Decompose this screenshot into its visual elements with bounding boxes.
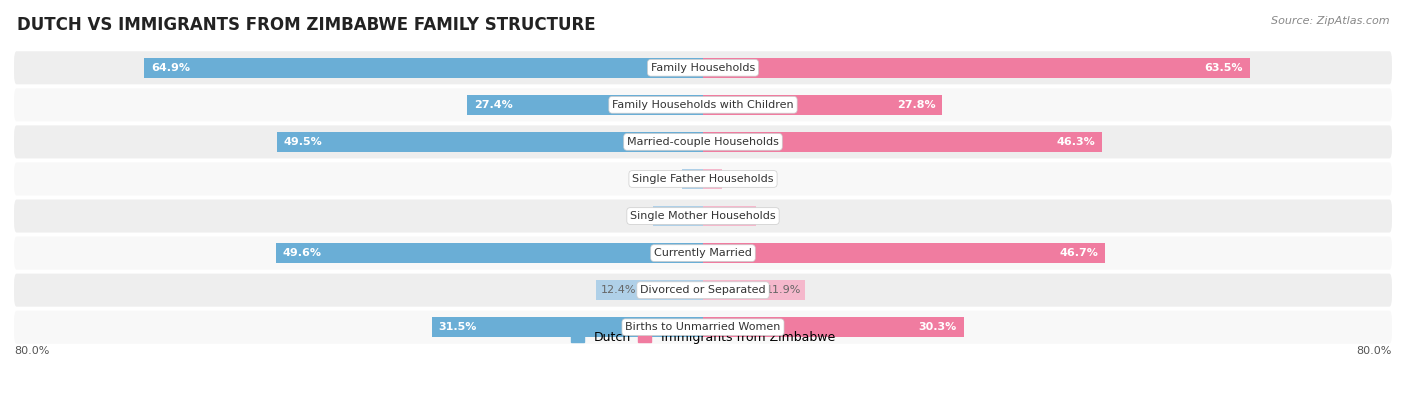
FancyBboxPatch shape xyxy=(14,199,1392,233)
Legend: Dutch, Immigrants from Zimbabwe: Dutch, Immigrants from Zimbabwe xyxy=(571,331,835,344)
FancyBboxPatch shape xyxy=(14,237,1392,270)
Bar xyxy=(596,280,703,301)
Text: 49.6%: 49.6% xyxy=(283,248,322,258)
Text: Currently Married: Currently Married xyxy=(654,248,752,258)
Text: 12.4%: 12.4% xyxy=(600,285,636,295)
Text: 80.0%: 80.0% xyxy=(1357,346,1392,356)
Text: 46.7%: 46.7% xyxy=(1059,248,1098,258)
FancyBboxPatch shape xyxy=(14,274,1392,307)
Text: 6.2%: 6.2% xyxy=(724,211,752,221)
Bar xyxy=(277,132,703,152)
Bar xyxy=(703,94,942,115)
Bar xyxy=(652,206,703,226)
Text: 31.5%: 31.5% xyxy=(439,322,477,332)
Text: 27.8%: 27.8% xyxy=(897,100,935,110)
Bar xyxy=(467,94,703,115)
Text: Single Father Households: Single Father Households xyxy=(633,174,773,184)
FancyBboxPatch shape xyxy=(14,162,1392,196)
Text: 30.3%: 30.3% xyxy=(918,322,957,332)
Text: 5.8%: 5.8% xyxy=(658,211,686,221)
Text: Family Households: Family Households xyxy=(651,63,755,73)
FancyBboxPatch shape xyxy=(14,51,1392,84)
FancyBboxPatch shape xyxy=(14,125,1392,158)
Bar xyxy=(703,169,721,189)
FancyBboxPatch shape xyxy=(14,311,1392,344)
Text: Married-couple Households: Married-couple Households xyxy=(627,137,779,147)
Bar xyxy=(703,58,1250,78)
Bar xyxy=(432,317,703,337)
Text: 46.3%: 46.3% xyxy=(1056,137,1095,147)
Text: 2.2%: 2.2% xyxy=(689,174,717,184)
Bar xyxy=(703,280,806,301)
Bar xyxy=(703,317,965,337)
Text: Births to Unmarried Women: Births to Unmarried Women xyxy=(626,322,780,332)
Bar xyxy=(703,206,756,226)
Bar xyxy=(703,243,1105,263)
Bar xyxy=(682,169,703,189)
Text: 63.5%: 63.5% xyxy=(1205,63,1243,73)
Text: 49.5%: 49.5% xyxy=(284,137,322,147)
Text: 64.9%: 64.9% xyxy=(150,63,190,73)
Text: 27.4%: 27.4% xyxy=(474,100,513,110)
Text: 11.9%: 11.9% xyxy=(766,285,801,295)
Bar xyxy=(276,243,703,263)
Bar xyxy=(703,132,1102,152)
Text: Divorced or Separated: Divorced or Separated xyxy=(640,285,766,295)
FancyBboxPatch shape xyxy=(14,88,1392,121)
Text: 2.4%: 2.4% xyxy=(686,174,716,184)
Text: Single Mother Households: Single Mother Households xyxy=(630,211,776,221)
Text: Source: ZipAtlas.com: Source: ZipAtlas.com xyxy=(1271,16,1389,26)
Bar xyxy=(143,58,703,78)
Text: DUTCH VS IMMIGRANTS FROM ZIMBABWE FAMILY STRUCTURE: DUTCH VS IMMIGRANTS FROM ZIMBABWE FAMILY… xyxy=(17,16,596,34)
Text: Family Households with Children: Family Households with Children xyxy=(612,100,794,110)
Text: 80.0%: 80.0% xyxy=(14,346,49,356)
